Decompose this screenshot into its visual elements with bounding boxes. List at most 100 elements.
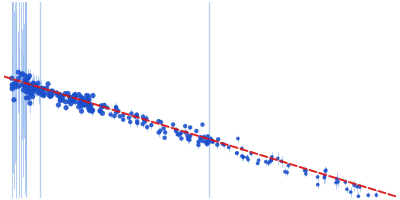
- Point: [37, 91, 43, 94]
- Point: [78, 103, 85, 106]
- Point: [199, 123, 206, 126]
- Point: [80, 99, 86, 103]
- Point: [24, 77, 31, 80]
- Point: [255, 159, 262, 162]
- Point: [120, 114, 126, 117]
- Point: [265, 161, 272, 165]
- Point: [204, 143, 210, 146]
- Point: [195, 143, 202, 146]
- Point: [239, 147, 245, 150]
- Point: [334, 177, 340, 180]
- Point: [195, 140, 202, 143]
- Point: [221, 143, 227, 147]
- Point: [12, 85, 19, 89]
- Point: [134, 121, 140, 125]
- Point: [185, 137, 191, 141]
- Point: [85, 103, 92, 107]
- Point: [80, 100, 87, 103]
- Point: [23, 90, 30, 93]
- Point: [58, 96, 65, 99]
- Point: [142, 120, 148, 123]
- Point: [282, 170, 288, 173]
- Point: [43, 87, 50, 90]
- Point: [321, 176, 328, 179]
- Point: [23, 96, 30, 100]
- Point: [170, 123, 176, 126]
- Point: [274, 157, 281, 160]
- Point: [86, 102, 92, 105]
- Point: [25, 82, 31, 86]
- Point: [36, 88, 42, 91]
- Point: [70, 96, 76, 99]
- Point: [84, 97, 90, 100]
- Point: [65, 92, 71, 95]
- Point: [9, 83, 15, 86]
- Point: [76, 105, 82, 109]
- Point: [278, 160, 285, 163]
- Point: [25, 83, 31, 86]
- Point: [62, 100, 69, 103]
- Point: [29, 85, 36, 88]
- Point: [30, 82, 36, 85]
- Point: [90, 94, 96, 97]
- Point: [348, 191, 354, 194]
- Point: [245, 158, 251, 161]
- Point: [157, 129, 163, 132]
- Point: [79, 97, 85, 100]
- Point: [27, 102, 33, 105]
- Point: [226, 146, 232, 149]
- Point: [8, 77, 15, 80]
- Point: [57, 99, 64, 102]
- Point: [209, 139, 216, 143]
- Point: [36, 91, 42, 95]
- Point: [31, 90, 37, 93]
- Point: [197, 137, 204, 141]
- Point: [285, 164, 292, 167]
- Point: [140, 115, 146, 118]
- Point: [78, 104, 85, 107]
- Point: [160, 127, 167, 130]
- Point: [32, 87, 38, 90]
- Point: [28, 92, 34, 96]
- Point: [344, 188, 350, 191]
- Point: [23, 80, 30, 83]
- Point: [208, 137, 214, 140]
- Point: [182, 131, 189, 134]
- Point: [50, 90, 56, 93]
- Point: [66, 95, 73, 99]
- Point: [72, 95, 79, 99]
- Point: [322, 169, 328, 173]
- Point: [45, 82, 51, 86]
- Point: [16, 77, 22, 80]
- Point: [322, 175, 328, 178]
- Point: [201, 135, 207, 139]
- Point: [140, 122, 146, 126]
- Point: [67, 99, 74, 102]
- Point: [84, 94, 90, 97]
- Point: [48, 89, 55, 93]
- Point: [262, 160, 269, 163]
- Point: [47, 95, 54, 98]
- Point: [158, 121, 164, 124]
- Point: [20, 88, 27, 92]
- Point: [22, 85, 28, 88]
- Point: [40, 94, 47, 97]
- Point: [54, 91, 60, 95]
- Point: [57, 95, 64, 98]
- Point: [333, 181, 339, 184]
- Point: [107, 113, 114, 116]
- Point: [49, 93, 56, 96]
- Point: [127, 120, 134, 124]
- Point: [134, 114, 140, 117]
- Point: [25, 96, 32, 100]
- Point: [13, 81, 19, 84]
- Point: [19, 83, 25, 86]
- Point: [269, 155, 275, 158]
- Point: [303, 169, 309, 172]
- Point: [203, 139, 210, 142]
- Point: [70, 99, 76, 102]
- Point: [70, 98, 76, 101]
- Point: [62, 92, 68, 95]
- Point: [66, 100, 72, 103]
- Point: [111, 114, 118, 118]
